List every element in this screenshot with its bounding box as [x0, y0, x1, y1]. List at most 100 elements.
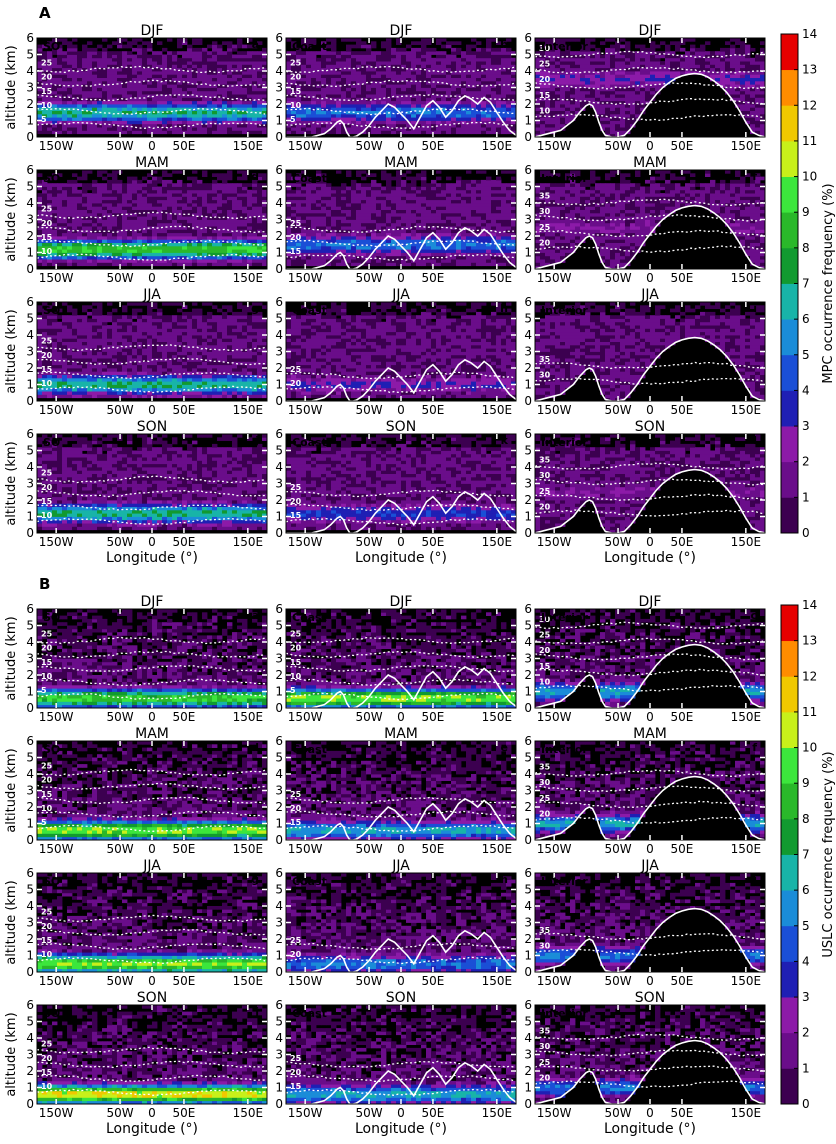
- isotherm-label: 20: [290, 497, 302, 506]
- y-tick-label: 4: [26, 767, 34, 781]
- x-tick-label: 150W: [537, 139, 572, 153]
- y-tick-label: 6: [524, 427, 532, 441]
- region-label: Coast: [292, 875, 327, 888]
- y-tick-label: 0: [524, 526, 532, 540]
- y-tick-label: 2: [275, 493, 283, 507]
- colorbar-label: MPC occurrence frequency (%): [821, 183, 836, 383]
- season-title: JJA: [640, 858, 659, 874]
- topography-line: [286, 226, 516, 269]
- x-tick-label: 50W: [355, 403, 382, 417]
- y-tick-label: 2: [26, 932, 34, 946]
- colorbar-segment: [781, 461, 798, 498]
- isotherm-label: 15: [41, 233, 53, 242]
- panel-letter: k: [501, 1005, 509, 1018]
- section-letter: A: [39, 4, 51, 22]
- x-tick-label: 50W: [106, 271, 133, 285]
- colorbar-segment: [781, 140, 798, 177]
- isotherm-label: 20: [41, 483, 53, 492]
- y-tick-label: 3: [26, 81, 34, 95]
- panel-letter: c: [750, 609, 757, 622]
- panel-B-i: 30 35 150W 50W 0 50E 150E 0 1 2 3 4 5 6 JJA Interior i: [524, 858, 766, 988]
- heatmap-cells: 5 10 15 20 25: [37, 609, 267, 708]
- panel-letter: e: [501, 741, 508, 754]
- panel-A-f: 20 25 30 35 150W 50W 0 50E 150E 0 1 2 3 4 5 6 MAM Interio…: [524, 155, 766, 285]
- isotherm-label: 5: [290, 686, 296, 695]
- y-tick-label: 3: [26, 477, 34, 491]
- y-tick-label: 1: [524, 685, 532, 699]
- y-tick-label: 1: [524, 817, 532, 831]
- isotherm-label: 25: [539, 60, 551, 69]
- isotherm-line: [286, 1074, 515, 1083]
- y-tick-label: 1: [26, 1081, 34, 1095]
- panel-letter: g: [251, 302, 259, 315]
- y-tick-label: 4: [524, 196, 532, 210]
- y-tick-label: 6: [524, 163, 532, 177]
- isotherm-label: 15: [41, 497, 53, 506]
- y-tick-label: 6: [26, 31, 34, 45]
- isotherm-label: 20: [290, 950, 302, 959]
- isotherm-line: [37, 79, 266, 88]
- colorbar-tick-label: 7: [802, 848, 810, 862]
- x-tick-label: 150W: [537, 1106, 572, 1120]
- x-tick-label: 0: [148, 710, 156, 724]
- panel-letter: b: [500, 38, 508, 51]
- x-tick-label: 0: [646, 974, 654, 988]
- x-tick-label: 150E: [482, 271, 513, 285]
- y-tick-label: 5: [26, 180, 34, 194]
- y-tick-label: 2: [275, 229, 283, 243]
- y-tick-label: 4: [524, 1031, 532, 1045]
- y-tick-label: 6: [275, 295, 283, 309]
- isotherm-label: 25: [539, 487, 551, 496]
- panel-A-i: 30 35 150W 50W 0 50E 150E 0 1 2 3 4 5 6 JJA Interior i: [524, 287, 766, 417]
- isotherm-line: [535, 800, 764, 809]
- topography-line: [535, 643, 765, 708]
- isotherm-label: 20: [539, 503, 551, 512]
- topography-line: [286, 797, 516, 840]
- y-tick-label: 2: [275, 1064, 283, 1078]
- season-title: MAM: [384, 155, 418, 171]
- region-label: Coast: [292, 611, 327, 624]
- isotherm-label: 35: [539, 355, 551, 364]
- x-axis-label: Longitude (°): [355, 1121, 447, 1137]
- topography-line: [535, 204, 765, 269]
- x-tick-label: 50E: [422, 974, 445, 988]
- y-tick-label: 4: [524, 899, 532, 913]
- x-tick-label: 0: [646, 710, 654, 724]
- colorbar-tick-label: 0: [802, 1097, 810, 1111]
- x-axis-label: Longitude (°): [604, 1121, 696, 1137]
- y-tick-label: 5: [275, 883, 283, 897]
- topography-line: [535, 775, 765, 840]
- panel-A-j: 10 15 20 25 150W 50W 0 50E 150E 0 1 2 3 4 5 6 SON SO j alti…: [4, 419, 268, 566]
- section-letter: B: [39, 575, 50, 593]
- season-title: SON: [635, 990, 665, 1006]
- x-tick-label: 150E: [482, 535, 513, 549]
- x-tick-label: 50E: [671, 842, 694, 856]
- y-tick-label: 6: [524, 998, 532, 1012]
- isotherm-label: 20: [41, 644, 53, 653]
- x-tick-label: 50E: [422, 1106, 445, 1120]
- y-tick-label: 6: [26, 998, 34, 1012]
- isotherm-label: 15: [290, 658, 302, 667]
- isotherm-label: 25: [41, 59, 53, 68]
- colorbar-segment: [781, 354, 798, 391]
- region-label: Coast: [292, 304, 327, 317]
- x-tick-label: 0: [397, 1106, 405, 1120]
- colorbar-tick-label: 14: [802, 598, 817, 612]
- region-label: SO: [43, 743, 60, 756]
- heatmap-cells: 15 20 25: [286, 434, 516, 533]
- isotherm-label: 20: [290, 1068, 302, 1077]
- topography-line: [535, 1039, 765, 1104]
- y-tick-label: 2: [524, 361, 532, 375]
- x-tick-label: 150W: [288, 139, 323, 153]
- y-tick-label: 6: [275, 734, 283, 748]
- x-tick-label: 150E: [482, 1106, 513, 1120]
- y-tick-label: 3: [275, 477, 283, 491]
- x-tick-label: 150E: [233, 271, 264, 285]
- x-tick-label: 50W: [604, 842, 631, 856]
- colorbar-segment: [781, 212, 798, 249]
- colorbar-tick-label: 1: [802, 490, 810, 504]
- x-tick-label: 150W: [39, 403, 74, 417]
- y-tick-label: 0: [524, 262, 532, 276]
- panel-A-k: 15 20 25 150W 50W 0 50E 150E 0 1 2 3 4 5 6 SON Coast k Lon…: [275, 419, 517, 566]
- colorbar-segment: [781, 818, 798, 855]
